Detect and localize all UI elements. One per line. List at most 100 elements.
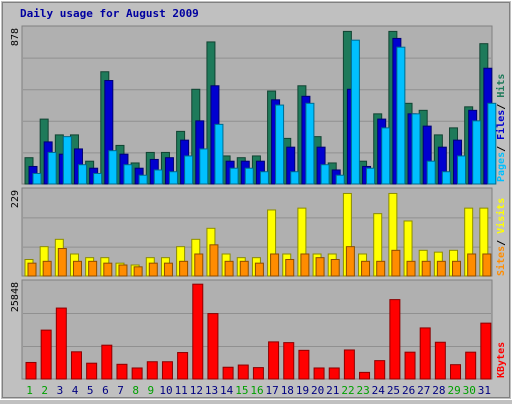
bar-pages-day-26 [411, 113, 421, 185]
panel-visits: 229 Sites/ Visits [10, 187, 507, 277]
bar-sites-day-16 [254, 262, 264, 277]
tick-label-day-30: 30 [463, 384, 476, 397]
bar-pages-day-23 [366, 167, 376, 185]
bar-pages-day-22 [350, 39, 360, 185]
bar-kbytes-day-29 [450, 364, 462, 380]
bar-sites-day-19 [300, 253, 310, 277]
legend-entry-files: Files [495, 110, 507, 146]
bar-kbytes-day-2 [40, 329, 52, 380]
max-label-requests: 878 [10, 28, 21, 46]
bar-pages-day-1 [32, 172, 42, 185]
bar-kbytes-day-17 [268, 341, 280, 380]
bar-pages-day-2 [47, 151, 57, 185]
bar-kbytes-day-4 [70, 351, 82, 380]
bar-sites-day-31 [482, 253, 492, 277]
bar-sites-day-2 [42, 260, 52, 277]
tick-label-day-8: 8 [132, 384, 139, 397]
bar-sites-day-18 [285, 258, 295, 277]
bar-sites-day-5 [88, 260, 98, 277]
bar-kbytes-day-26 [404, 351, 416, 380]
legend-entry-pages: Pages [496, 152, 507, 182]
bar-kbytes-day-14 [222, 366, 234, 380]
bar-sites-day-26 [406, 260, 416, 277]
legend-entry-slash: / [496, 240, 507, 246]
tick-label-day-24: 24 [372, 384, 386, 397]
bar-pages-day-10 [168, 171, 178, 185]
bar-kbytes-day-27 [419, 327, 431, 380]
tick-label-day-21: 21 [326, 384, 339, 397]
bar-sites-day-1 [27, 262, 37, 277]
bar-kbytes-day-7 [116, 363, 128, 380]
bar-sites-day-23 [361, 260, 371, 277]
bar-kbytes-day-13 [207, 313, 219, 380]
tick-label-day-13: 13 [205, 384, 218, 397]
bar-sites-day-24 [376, 260, 386, 277]
bar-kbytes-day-28 [434, 341, 446, 380]
tick-label-day-1: 1 [26, 384, 33, 397]
tick-label-day-14: 14 [220, 384, 234, 397]
bar-pages-day-6 [108, 150, 118, 185]
bar-sites-day-4 [72, 260, 82, 277]
bar-pages-day-20 [320, 164, 330, 185]
tick-label-day-2: 2 [41, 384, 48, 397]
outer-bevel-dark [2, 2, 510, 398]
bar-kbytes-day-6 [101, 344, 113, 380]
bar-pages-day-15 [244, 167, 254, 185]
bar-sites-day-10 [163, 262, 173, 277]
tick-label-day-20: 20 [311, 384, 324, 397]
bar-kbytes-day-11 [177, 352, 189, 380]
bar-pages-day-5 [93, 172, 103, 185]
bar-kbytes-day-15 [237, 364, 249, 380]
tick-label-day-25: 25 [387, 384, 400, 397]
legend-kbytes: KBytes [496, 342, 507, 378]
bar-pages-day-28 [441, 171, 451, 185]
bar-pages-day-8 [138, 174, 148, 185]
bar-sites-day-6 [103, 262, 113, 277]
bar-pages-day-17 [275, 104, 285, 185]
bar-pages-day-14 [229, 167, 239, 185]
tick-label-day-29: 29 [447, 384, 460, 397]
bar-kbytes-day-8 [131, 367, 143, 380]
bar-kbytes-day-16 [252, 367, 264, 380]
tick-label-day-23: 23 [357, 384, 370, 397]
bar-pages-day-3 [62, 136, 72, 185]
bar-sites-day-8 [133, 266, 143, 277]
bar-kbytes-day-23 [359, 371, 371, 380]
bar-sites-day-12 [194, 253, 204, 277]
bar-kbytes-day-18 [283, 342, 295, 380]
max-label-kbytes: 25848 [10, 282, 21, 312]
bar-kbytes-day-12 [192, 283, 204, 380]
bar-kbytes-day-25 [389, 299, 401, 380]
bar-kbytes-day-31 [480, 322, 492, 380]
bar-pages-day-11 [184, 155, 194, 185]
tick-label-day-5: 5 [87, 384, 94, 397]
tick-label-day-19: 19 [296, 384, 309, 397]
bar-sites-day-14 [224, 260, 234, 277]
panel-kbytes: 25848 KBytes [10, 279, 507, 380]
tick-label-day-15: 15 [235, 384, 248, 397]
tick-label-day-18: 18 [281, 384, 294, 397]
bar-sites-day-21 [330, 258, 340, 277]
bar-pages-day-24 [381, 127, 391, 185]
bar-kbytes-day-3 [55, 307, 67, 380]
tick-label-day-3: 3 [57, 384, 64, 397]
bar-sites-day-7 [118, 264, 128, 277]
legend-requests: Pages/ Files/ Hits [495, 74, 507, 182]
bar-pages-day-7 [123, 164, 133, 185]
bar-kbytes-day-22 [343, 349, 355, 380]
bar-pages-day-31 [487, 102, 497, 185]
bar-sites-day-22 [345, 246, 355, 277]
bar-kbytes-day-5 [86, 362, 98, 380]
tick-label-day-9: 9 [148, 384, 155, 397]
tick-label-day-6: 6 [102, 384, 109, 397]
tick-label-day-16: 16 [250, 384, 263, 397]
bar-kbytes-day-21 [328, 367, 340, 380]
bar-sites-day-28 [436, 260, 446, 277]
tick-label-day-17: 17 [266, 384, 279, 397]
tick-label-day-11: 11 [175, 384, 188, 397]
bar-pages-day-27 [426, 160, 436, 185]
legend-entry-hits: Hits [495, 74, 507, 104]
